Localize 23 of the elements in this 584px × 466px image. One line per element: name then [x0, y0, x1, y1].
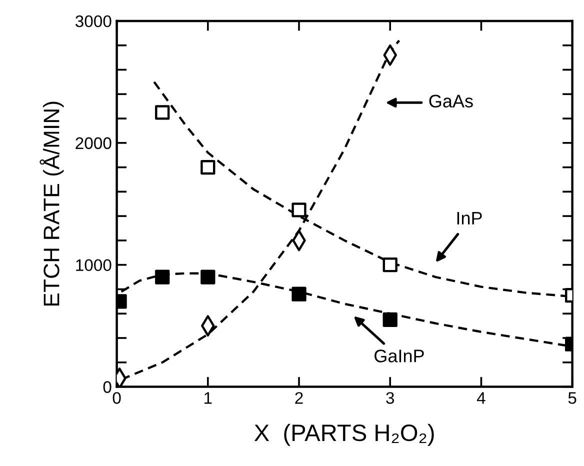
x-tick-label: 1	[204, 392, 212, 404]
x-axis-title: X (PARTS H₂O₂)	[254, 424, 434, 446]
x-tick-label: 5	[568, 392, 576, 404]
point	[382, 258, 398, 272]
x-tick-label: 3	[386, 392, 394, 404]
point	[292, 202, 306, 218]
annotation: InP	[457, 212, 482, 224]
x-tick-label: 0	[112, 392, 121, 404]
annotation: GaInP	[374, 350, 424, 362]
point	[200, 160, 216, 175]
x-tick-label: 4	[476, 392, 486, 404]
y-tick-label: 2000	[76, 137, 112, 150]
point	[382, 312, 398, 328]
point	[200, 270, 216, 284]
y-tick-label: 0	[103, 381, 112, 393]
x-tick-label: 2	[295, 392, 303, 404]
point	[155, 105, 170, 120]
point	[155, 270, 170, 284]
y-tick-label: 1000	[76, 259, 112, 272]
y-axis-title: ETCH RATE (Å/MIN)	[40, 102, 64, 306]
y-tick-label: 3000	[76, 15, 112, 28]
annotation: GaAs	[429, 94, 473, 108]
point	[292, 286, 306, 302]
